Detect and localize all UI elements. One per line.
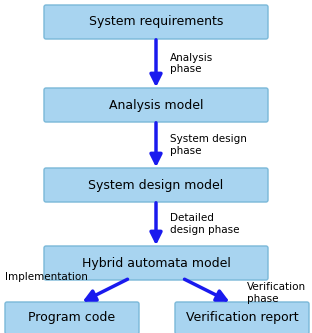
- FancyBboxPatch shape: [175, 302, 309, 333]
- Text: System requirements: System requirements: [89, 16, 223, 29]
- FancyBboxPatch shape: [44, 5, 268, 39]
- FancyBboxPatch shape: [44, 168, 268, 202]
- FancyBboxPatch shape: [44, 246, 268, 280]
- Text: Analysis model: Analysis model: [109, 99, 203, 112]
- Text: System design model: System design model: [88, 178, 224, 191]
- Text: Implementation: Implementation: [5, 272, 88, 282]
- Text: Verification report: Verification report: [186, 311, 298, 324]
- Text: Program code: Program code: [28, 311, 115, 324]
- FancyBboxPatch shape: [44, 88, 268, 122]
- Text: Hybrid automata model: Hybrid automata model: [81, 256, 231, 269]
- FancyBboxPatch shape: [5, 302, 139, 333]
- Text: Verification
phase: Verification phase: [247, 282, 306, 304]
- Text: System design
phase: System design phase: [170, 134, 247, 156]
- Text: Analysis
phase: Analysis phase: [170, 53, 213, 74]
- Text: Detailed
design phase: Detailed design phase: [170, 213, 240, 235]
